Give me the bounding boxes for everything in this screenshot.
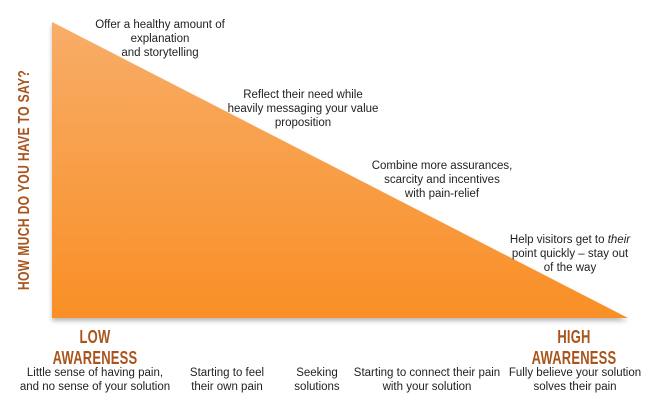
stage-description-seeking-solutions: Seeking solutions — [267, 366, 367, 394]
annotation-line: Combine more assurances, — [371, 160, 513, 172]
stage-line: Starting to feel — [189, 367, 265, 379]
stage-line: and no sense of your solution — [19, 381, 171, 393]
triangle-annotation-stay-out-of-way: Help visitors get to their point quickly… — [480, 233, 650, 275]
x-axis-label-low-awareness: LOW AWARENESS — [52, 327, 138, 369]
annotation-line: point quickly – stay out — [511, 248, 629, 260]
annotation-line: with pain-relief — [404, 188, 480, 200]
annotation-line: Offer a healthy amount of — [95, 19, 225, 31]
annotation-line: of the way — [543, 262, 597, 274]
axis-label-line: LOW — [79, 327, 111, 347]
annotation-line: proposition — [274, 117, 332, 129]
stage-line: Starting to connect their pain — [353, 367, 501, 379]
stage-line: Fully believe your solution — [508, 367, 642, 379]
axis-label-line: HIGH — [557, 327, 591, 347]
stage-line: with your solution — [382, 381, 472, 393]
annotation-line: scarcity and incentives — [384, 174, 500, 186]
stage-description-no-pain-sense: Little sense of having pain, and no sens… — [10, 366, 180, 394]
stage-description-connecting-pain: Starting to connect their pain with your… — [337, 366, 517, 394]
stage-line: Little sense of having pain, — [26, 367, 164, 379]
stage-line: solutions — [294, 381, 340, 393]
triangle-annotation-explanation: Offer a healthy amount of explanation an… — [70, 18, 250, 60]
axis-label-line: AWARENESS — [52, 348, 138, 368]
x-axis-label-high-awareness: HIGH AWARENESS — [531, 327, 617, 369]
stage-line: Seeking — [296, 367, 338, 379]
annotation-text: Help visitors get to — [509, 234, 608, 246]
axis-label-line: AWARENESS — [531, 348, 617, 368]
stage-description-fully-believe: Fully believe your solution solves their… — [489, 366, 650, 394]
awareness-triangle — [52, 22, 628, 318]
stage-line: solves their pain — [533, 381, 617, 393]
stage-description-feeling-pain: Starting to feel their own pain — [167, 366, 287, 394]
stage-line: their own pain — [191, 381, 263, 393]
annotation-line: explanation — [130, 33, 190, 45]
triangle-annotation-assurances: Combine more assurances, scarcity and in… — [347, 159, 537, 201]
triangle-annotation-value-proposition: Reflect their need while heavily messagi… — [203, 88, 403, 130]
y-axis-label: HOW MUCH DO YOU HAVE TO SAY? — [16, 69, 33, 291]
annotation-italic-text: their — [607, 234, 631, 246]
annotation-line: Reflect their need while — [243, 89, 363, 101]
triangle-shape — [52, 22, 628, 318]
annotation-line: Help visitors get to their — [480, 233, 650, 247]
annotation-line: heavily messaging your value — [227, 103, 379, 115]
annotation-line: and storytelling — [121, 47, 199, 59]
